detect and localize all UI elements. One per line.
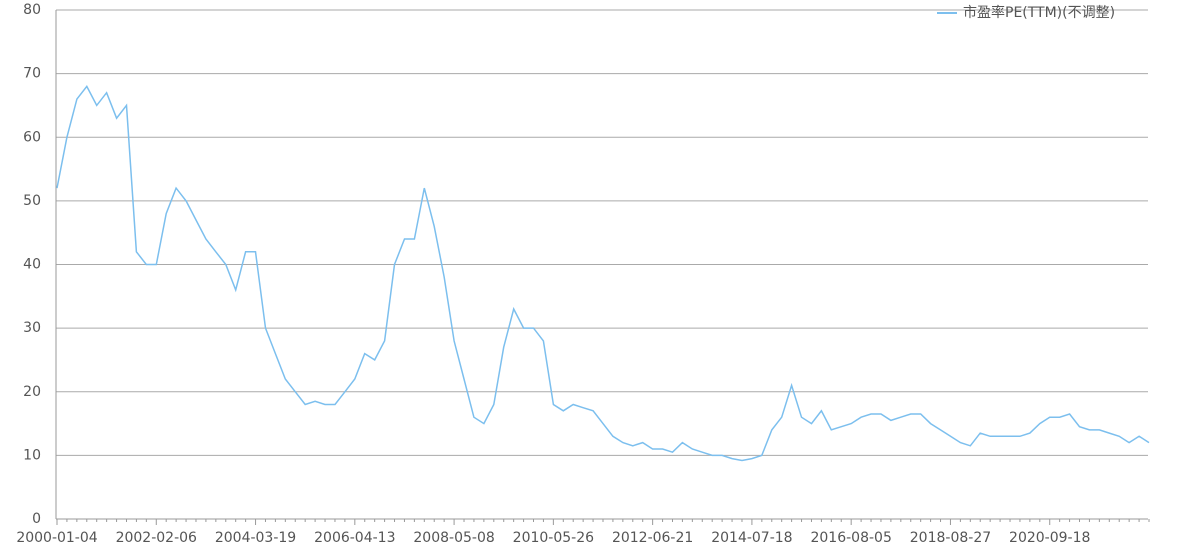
y-tick-label: 0 — [32, 511, 41, 527]
y-tick-label: 40 — [23, 257, 41, 273]
x-tick-label: 2018-08-27 — [910, 530, 991, 546]
x-tick-label: 2010-05-26 — [513, 530, 594, 546]
data-line — [56, 85, 1150, 462]
x-tick-label: 2016-08-05 — [810, 530, 891, 546]
y-tick-label: 30 — [23, 320, 41, 336]
x-tick-label: 2014-07-18 — [711, 530, 792, 546]
y-tick-label: 10 — [23, 447, 41, 463]
x-tick-label: 2004-03-19 — [215, 530, 296, 546]
x-tick-label: 2000-01-04 — [16, 530, 97, 546]
y-tick-label: 70 — [23, 66, 41, 82]
legend-label: 市盈率PE(TTM)(不调整) — [963, 4, 1115, 21]
x-tick-label: 2020-09-18 — [1009, 530, 1090, 546]
x-tick-label: 2012-06-21 — [612, 530, 693, 546]
y-tick-label: 80 — [23, 2, 41, 18]
x-tick-label: 2008-05-08 — [413, 530, 494, 546]
y-tick-label: 60 — [23, 129, 41, 145]
y-tick-label: 50 — [23, 193, 41, 209]
x-tick-label: 2002-02-06 — [116, 530, 197, 546]
x-tick-label: 2006-04-13 — [314, 530, 395, 546]
y-tick-label: 20 — [23, 384, 41, 400]
